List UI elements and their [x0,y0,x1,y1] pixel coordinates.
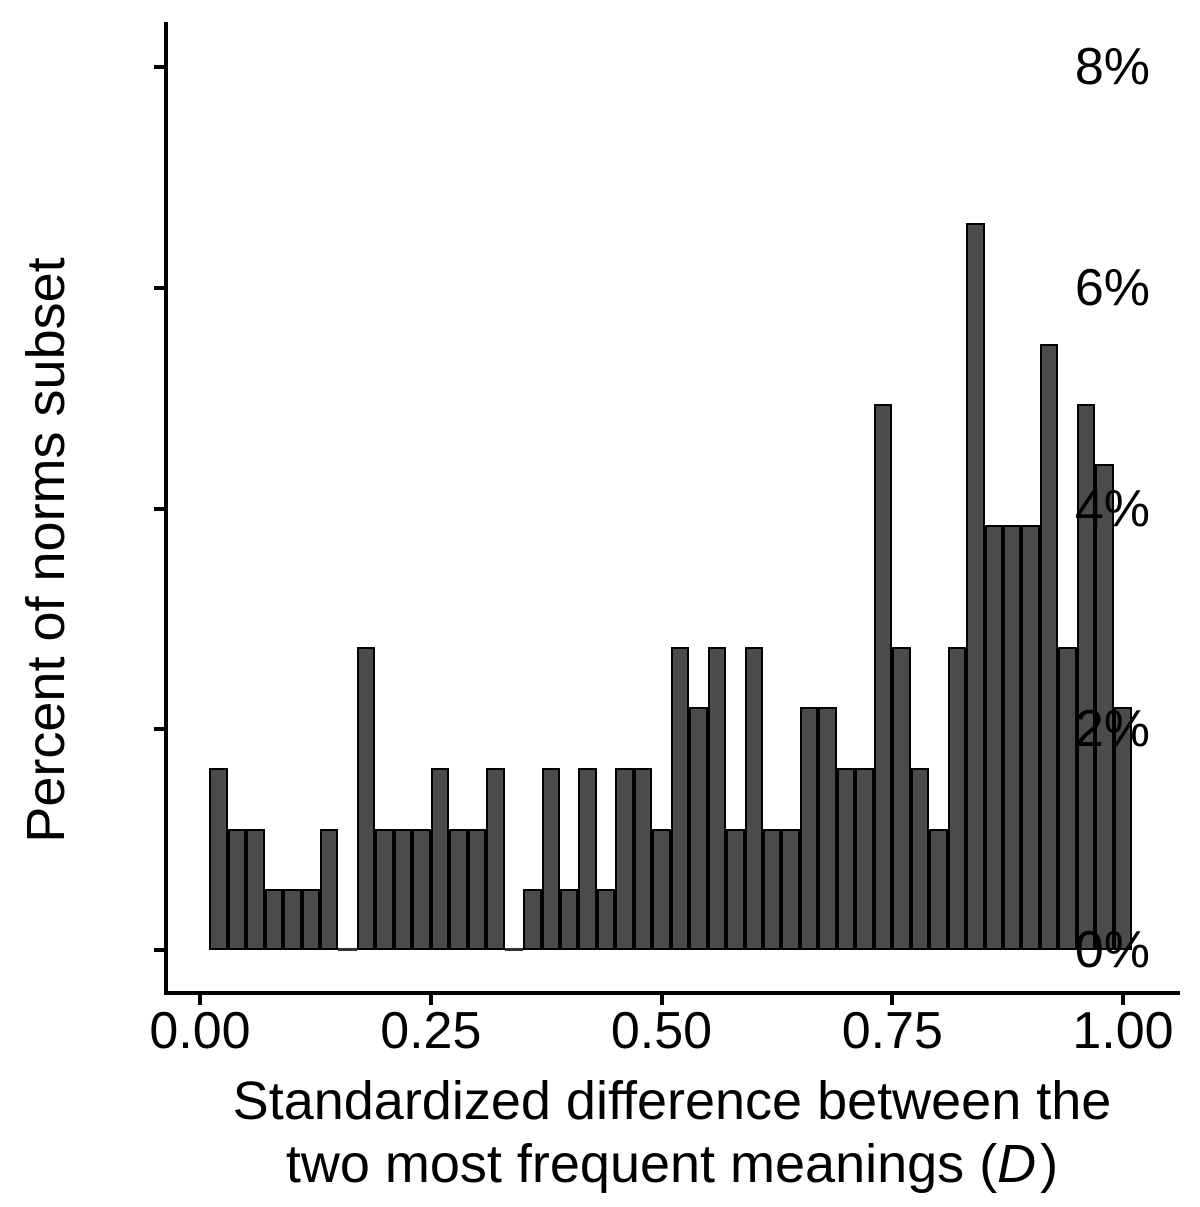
histogram-bar [966,222,985,950]
histogram-bar [449,828,468,950]
histogram-bar [836,767,856,950]
histogram-bar [707,646,727,950]
histogram-bar [1021,525,1040,950]
x-axis-tick-label: 0.00 [149,1002,251,1060]
x-axis-title-line2-text: two most frequent meanings ( [285,1134,998,1194]
histogram-bar [781,828,800,950]
histogram-bar [929,828,948,950]
histogram-bar [523,889,542,950]
histogram-bar [227,828,247,950]
histogram-bar [430,767,450,950]
y-axis-tick [154,506,164,511]
histogram-bar [412,828,431,950]
y-axis-tick-label: 0% [1074,921,1150,979]
histogram-bar [541,767,560,950]
histogram-bar [1113,707,1133,950]
histogram-bar [467,828,487,950]
histogram-bar [319,828,339,950]
y-axis-tick-label: 2% [1074,700,1150,759]
histogram-bar [892,646,911,950]
x-axis-tick-label: 0.50 [610,1002,713,1060]
x-axis-tick [198,995,202,1005]
histogram-bar [763,828,782,950]
histogram-bar [1076,403,1096,950]
histogram-bar [910,767,930,950]
histogram-zero-bin-segment [504,948,524,951]
histogram-bar [947,646,967,950]
histogram-bar [393,828,413,950]
histogram-bar [1058,646,1077,950]
x-axis-tick [890,995,895,1005]
histogram-bar [670,646,690,950]
y-axis-tick-label: 8% [1074,38,1150,96]
y-axis-tick-label: 6% [1074,258,1150,317]
histogram-zero-bin-segment [338,948,357,951]
x-axis-tick-label: 0.25 [380,1002,482,1060]
histogram-bar [246,828,265,950]
x-axis-title-variable-d: D [997,1134,1037,1194]
histogram-bar [283,889,302,950]
x-axis-tick-label: 1.00 [1072,1002,1174,1060]
histogram-bar [1039,344,1059,950]
x-axis-tick [1121,995,1125,1005]
y-axis-tick [154,65,164,69]
x-axis-title: Standardized difference between the two … [233,1070,1112,1196]
histogram-bar [615,767,634,950]
plot-panel [164,22,1180,995]
y-axis-tick [154,948,164,952]
x-axis-title-close-paren: ) [1040,1134,1059,1194]
histogram-bar [818,707,837,950]
histogram-bar [984,525,1003,950]
histogram-bar [486,767,505,950]
x-axis-title-line2: two most frequent meanings (D) [233,1133,1112,1196]
y-axis-title: Percent of norms subset [16,257,76,843]
histogram-bar [744,646,764,950]
histogram-bar [799,707,819,950]
x-axis-tick [659,995,664,1005]
histogram-bar [873,403,893,950]
y-axis-tick [154,285,164,290]
histogram-bar [652,828,671,950]
x-axis-tick [428,995,433,1005]
histogram-bar [559,889,579,950]
histogram-bar [264,889,284,950]
histogram-bar [1003,525,1022,950]
histogram-bar [356,646,376,950]
histogram-bar [633,767,653,950]
histogram-bar [726,828,745,950]
histogram-bar [209,767,228,950]
histogram-bar [578,767,597,950]
y-axis-tick-label: 4% [1074,479,1150,538]
x-axis-title-line1: Standardized difference between the [232,1071,1112,1131]
histogram-bar [689,707,708,950]
histogram-bar [855,767,874,950]
y-axis-tick [154,727,164,732]
histogram-bar [375,828,394,950]
histogram-bar [1095,464,1114,950]
histogram-bar [301,889,320,950]
x-axis-tick-label: 0.75 [841,1002,943,1060]
histogram-bar [596,889,616,950]
